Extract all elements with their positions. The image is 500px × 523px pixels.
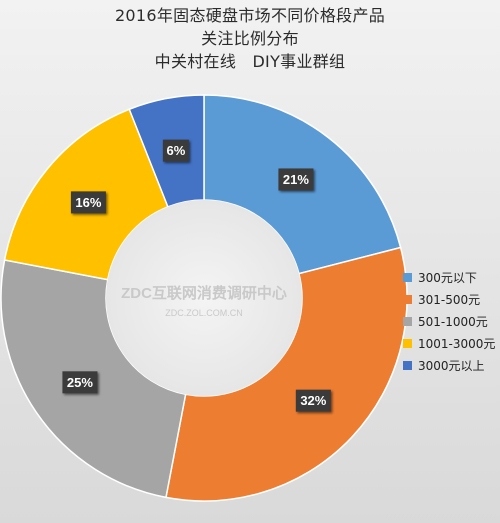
legend-label: 1001-3000元 bbox=[418, 336, 496, 351]
data-label: 6% bbox=[162, 139, 189, 162]
donut-hole bbox=[106, 200, 302, 396]
watermark-sub: ZDC.ZOL.COM.CN bbox=[165, 308, 243, 318]
data-label-text: 32% bbox=[300, 393, 326, 408]
data-label-box bbox=[278, 168, 314, 191]
data-label: 21% bbox=[278, 168, 314, 191]
legend-item: 301-500元 bbox=[403, 288, 495, 310]
legend-label: 300元以下 bbox=[418, 270, 477, 285]
data-label-text: 16% bbox=[75, 195, 101, 210]
legend-label: 501-1000元 bbox=[418, 314, 488, 329]
chart-title-line-2: 关注比例分布 bbox=[201, 29, 299, 48]
legend-item: 3000元以上 bbox=[403, 354, 495, 376]
legend-swatch bbox=[403, 272, 412, 282]
data-label: 16% bbox=[70, 191, 106, 214]
legend-label: 3000元以上 bbox=[418, 358, 485, 373]
data-label-box bbox=[70, 191, 106, 214]
data-label-text: 21% bbox=[283, 172, 309, 187]
data-label-box bbox=[295, 389, 331, 412]
data-label-box bbox=[62, 371, 98, 394]
legend-item: 300元以下 bbox=[403, 266, 495, 288]
legend-swatch bbox=[403, 294, 412, 304]
watermark-main: ZDC互联网消费调研中心 bbox=[121, 284, 287, 302]
legend-item: 501-1000元 bbox=[403, 310, 495, 332]
legend-swatch bbox=[403, 316, 412, 326]
chart-title-line-3: 中关村在线 DIY事业群组 bbox=[154, 52, 346, 71]
data-label-text: 25% bbox=[67, 375, 93, 390]
legend-item: 1001-3000元 bbox=[403, 332, 495, 354]
data-label: 25% bbox=[62, 371, 98, 394]
data-label-box bbox=[162, 139, 189, 162]
data-label: 32% bbox=[295, 389, 331, 412]
legend-swatch bbox=[403, 360, 412, 370]
data-label-text: 6% bbox=[166, 143, 185, 158]
chart-legend: 300元以下 301-500元 501-1000元 1001-3000元 3000元以上 bbox=[403, 266, 495, 376]
legend-label: 301-500元 bbox=[418, 292, 481, 307]
chart-title-line-1: 2016年固态硬盘市场不同价格段产品 bbox=[114, 6, 386, 25]
legend-swatch bbox=[403, 338, 412, 348]
